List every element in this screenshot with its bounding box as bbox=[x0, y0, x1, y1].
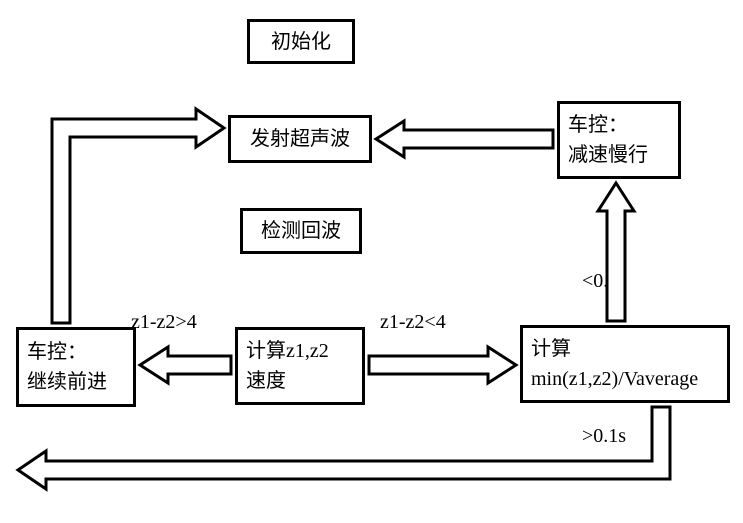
label-zlt4: z1-z2<4 bbox=[380, 311, 446, 334]
node-emit: 发射超声波 bbox=[228, 115, 372, 163]
arrow-slow-to-emit bbox=[376, 121, 553, 157]
arrow-min-to-slow bbox=[598, 183, 634, 321]
node-detect-text: 检测回波 bbox=[261, 216, 341, 246]
node-ctrl-slow: 车控： 减速慢行 bbox=[557, 101, 681, 179]
node-ctrl-slow-text: 车控： 减速慢行 bbox=[568, 110, 648, 170]
node-init: 初始化 bbox=[247, 19, 355, 64]
node-init-text: 初始化 bbox=[271, 27, 331, 57]
arrow-calc-to-go bbox=[140, 347, 231, 383]
node-ctrl-go: 车控： 继续前进 bbox=[16, 327, 136, 407]
node-ctrl-go-text: 车控： 继续前进 bbox=[27, 337, 107, 397]
node-calc-min: 计算 min(z1,z2)/Vaverage bbox=[520, 325, 730, 403]
arrow-go-to-emit bbox=[52, 119, 224, 323]
node-calc-min-text: 计算 min(z1,z2)/Vaverage bbox=[531, 334, 698, 394]
label-zlt4-text: z1-z2<4 bbox=[380, 311, 446, 333]
node-emit-text: 发射超声波 bbox=[250, 124, 350, 154]
arrow-calc-to-min bbox=[369, 347, 516, 383]
arrow-min-to-go bbox=[18, 407, 670, 491]
node-calc-text: 计算z1,z2 速度 bbox=[246, 336, 329, 396]
node-detect: 检测回波 bbox=[240, 208, 362, 254]
node-calc: 计算z1,z2 速度 bbox=[235, 327, 365, 405]
